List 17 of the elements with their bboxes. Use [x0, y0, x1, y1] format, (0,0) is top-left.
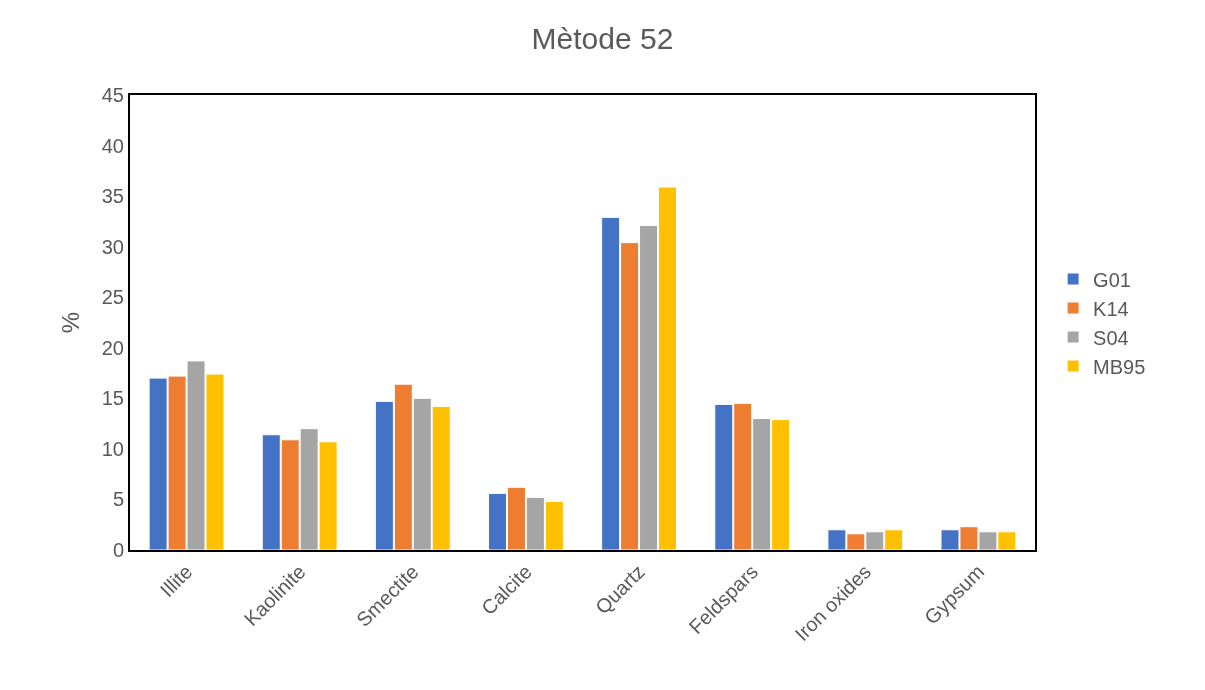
y-tick-label: 20 — [101, 336, 124, 359]
legend-label: K14 — [1093, 297, 1129, 320]
y-axis-title: % — [57, 311, 85, 334]
y-tick-label: 30 — [101, 235, 124, 258]
y-tick-label: 10 — [101, 437, 124, 460]
y-tick-label: 25 — [101, 286, 124, 309]
chart-title: Mètode 52 — [531, 21, 674, 55]
y-tick-label: 15 — [101, 387, 124, 410]
y-tick-label: 5 — [112, 488, 124, 511]
legend-label: G01 — [1093, 268, 1131, 291]
legend-label: MB95 — [1093, 355, 1146, 378]
y-tick-label: 45 — [101, 84, 124, 106]
legend-label: S04 — [1093, 326, 1129, 349]
y-tick-label: 40 — [101, 134, 124, 157]
y-tick-label: 0 — [112, 539, 124, 561]
y-tick-label: 35 — [101, 185, 124, 208]
x-tick-label: Illite — [155, 560, 197, 602]
